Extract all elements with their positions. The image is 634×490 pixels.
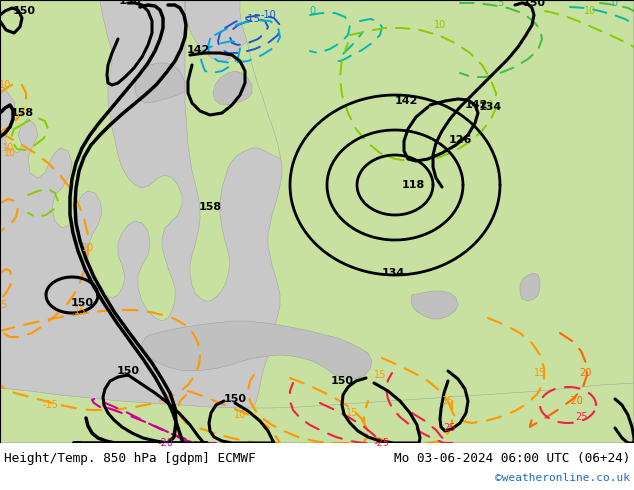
Text: Height/Temp. 850 hPa [gdpm] ECMWF: Height/Temp. 850 hPa [gdpm] ECMWF <box>4 451 256 465</box>
Text: 15: 15 <box>346 408 358 418</box>
Polygon shape <box>185 0 320 301</box>
Text: 150: 150 <box>330 376 354 386</box>
Text: 134: 134 <box>382 268 404 278</box>
Text: -20: -20 <box>157 438 173 448</box>
Text: 150: 150 <box>224 394 247 404</box>
Text: 150: 150 <box>70 298 93 308</box>
Polygon shape <box>520 273 540 301</box>
Text: 10: 10 <box>4 148 16 158</box>
Text: 20: 20 <box>579 368 591 378</box>
Polygon shape <box>0 383 634 443</box>
Text: 25: 25 <box>444 423 456 433</box>
Text: -15: -15 <box>244 14 260 24</box>
Text: 15: 15 <box>534 368 546 378</box>
Text: 10: 10 <box>584 6 596 16</box>
Text: 142: 142 <box>186 45 210 55</box>
Text: -25: -25 <box>374 438 390 448</box>
Text: 0: 0 <box>611 0 617 8</box>
Text: -15: -15 <box>42 400 58 410</box>
Text: 15: 15 <box>442 396 454 406</box>
Text: 158: 158 <box>10 108 34 118</box>
Polygon shape <box>135 63 185 103</box>
Text: 142: 142 <box>464 100 488 110</box>
Text: 150: 150 <box>13 6 36 16</box>
Text: 118: 118 <box>401 180 425 190</box>
Text: 158: 158 <box>198 202 221 212</box>
Text: 134: 134 <box>479 102 501 112</box>
Text: 10: 10 <box>434 20 446 30</box>
Text: 150: 150 <box>117 366 139 376</box>
Text: 15: 15 <box>74 306 86 316</box>
Text: 126: 126 <box>448 135 472 145</box>
Text: 15: 15 <box>374 370 386 380</box>
Text: 150: 150 <box>522 0 545 8</box>
Text: -10: -10 <box>260 10 276 20</box>
Text: 0: 0 <box>309 6 315 16</box>
Text: 10: 10 <box>2 143 14 153</box>
Text: 10: 10 <box>234 410 246 420</box>
Polygon shape <box>142 321 372 379</box>
Text: 10: 10 <box>0 80 11 90</box>
Text: 25: 25 <box>576 412 588 422</box>
Text: 10: 10 <box>82 243 94 253</box>
Text: 150: 150 <box>119 0 141 6</box>
Text: 142: 142 <box>394 96 418 106</box>
Polygon shape <box>0 0 182 321</box>
Polygon shape <box>411 291 458 319</box>
Text: 10: 10 <box>482 100 494 110</box>
Polygon shape <box>213 71 252 105</box>
Text: ©weatheronline.co.uk: ©weatheronline.co.uk <box>495 473 630 483</box>
Text: 15: 15 <box>0 300 8 310</box>
Text: 5: 5 <box>497 0 503 8</box>
Text: -20: -20 <box>567 396 583 406</box>
Text: Mo 03-06-2024 06:00 UTC (06+24): Mo 03-06-2024 06:00 UTC (06+24) <box>394 451 630 465</box>
Polygon shape <box>240 0 634 443</box>
